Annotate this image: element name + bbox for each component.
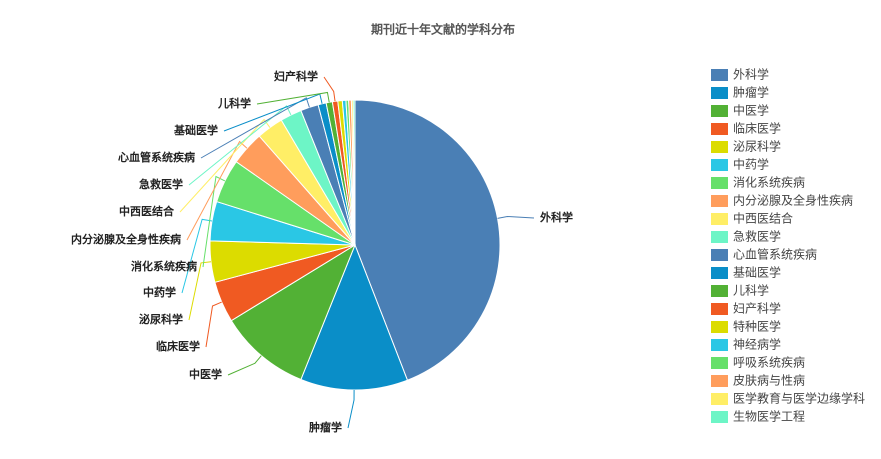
legend-swatch — [711, 177, 728, 189]
slice-label: 中西医结合 — [119, 204, 175, 218]
legend-label: 儿科学 — [733, 283, 769, 298]
legend-label: 妇产科学 — [733, 301, 781, 316]
legend-swatch — [711, 411, 728, 423]
slice-label: 儿科学 — [217, 96, 251, 110]
slice-label: 中药学 — [143, 285, 176, 299]
leader-line — [227, 355, 262, 376]
slice-label: 中医学 — [189, 367, 222, 381]
legend-label: 急救医学 — [733, 229, 781, 244]
legend-swatch — [711, 105, 728, 117]
legend-label: 心血管系统疾病 — [733, 247, 817, 262]
legend-swatch — [711, 339, 728, 351]
slice-label: 泌尿科学 — [139, 312, 183, 326]
legend-label: 临床医学 — [733, 121, 781, 136]
legend-swatch — [711, 357, 728, 369]
legend-label: 中西医结合 — [733, 211, 793, 226]
leader-line — [200, 97, 310, 159]
legend-swatch — [711, 393, 728, 405]
slice-label: 临床医学 — [156, 339, 200, 353]
leader-line — [256, 91, 330, 105]
legend-label: 神经病学 — [733, 337, 781, 352]
legend-swatch — [711, 141, 728, 153]
legend-label: 中医学 — [733, 103, 769, 118]
legend-label: 医学教育与医学边缘学科 — [733, 391, 865, 406]
legend-label: 肿瘤学 — [733, 85, 769, 100]
slice-label: 妇产科学 — [273, 69, 318, 83]
legend-label: 消化系统疾病 — [733, 175, 805, 190]
legend-swatch — [711, 321, 728, 333]
chart-title: 期刊近十年文献的学科分布 — [371, 22, 515, 37]
legend-swatch — [711, 69, 728, 81]
legend-swatch — [711, 267, 728, 279]
legend-label: 生物医学工程 — [733, 409, 805, 424]
pie-slice — [354, 99, 501, 381]
legend-label: 皮肤病与性病 — [733, 373, 805, 388]
leader-line — [186, 140, 248, 241]
pie-slice — [352, 99, 356, 246]
legend-label: 基础医学 — [733, 265, 781, 280]
leader-line — [188, 261, 212, 321]
legend-swatch — [711, 249, 728, 261]
legend-swatch — [711, 87, 728, 99]
slice-label: 外科学 — [539, 210, 573, 224]
leader-line — [323, 76, 336, 102]
legend-swatch — [711, 213, 728, 225]
legend-swatch — [711, 195, 728, 207]
slice-label: 内分泌腺及全身性疾病 — [71, 232, 181, 246]
legend-swatch — [711, 285, 728, 297]
legend-label: 呼吸系统疾病 — [733, 355, 805, 370]
pie-slice — [300, 243, 409, 391]
slice-label: 基础医学 — [173, 123, 218, 137]
slice-label: 心血管系统疾病 — [118, 150, 195, 164]
legend-swatch — [711, 159, 728, 171]
legend-swatch — [711, 303, 728, 315]
slice-label: 急救医学 — [139, 177, 183, 191]
legend-label: 外科学 — [733, 67, 769, 82]
legend-swatch — [711, 123, 728, 135]
leader-line — [205, 301, 222, 348]
slice-label: 肿瘤学 — [309, 420, 342, 434]
slice-label: 消化系统疾病 — [131, 259, 197, 273]
leader-line — [181, 218, 213, 294]
leader-line — [347, 389, 355, 429]
legend-swatch — [711, 231, 728, 243]
legend-swatch — [711, 375, 728, 387]
leader-line — [202, 175, 226, 268]
leader-line — [497, 215, 535, 219]
legend-label: 泌尿科学 — [733, 139, 781, 154]
legend-label: 中药学 — [733, 157, 769, 172]
leader-line — [179, 118, 271, 213]
legend-label: 内分泌腺及全身性疾病 — [733, 193, 853, 208]
leader-line — [188, 105, 292, 186]
legend-label: 特种医学 — [733, 319, 781, 334]
